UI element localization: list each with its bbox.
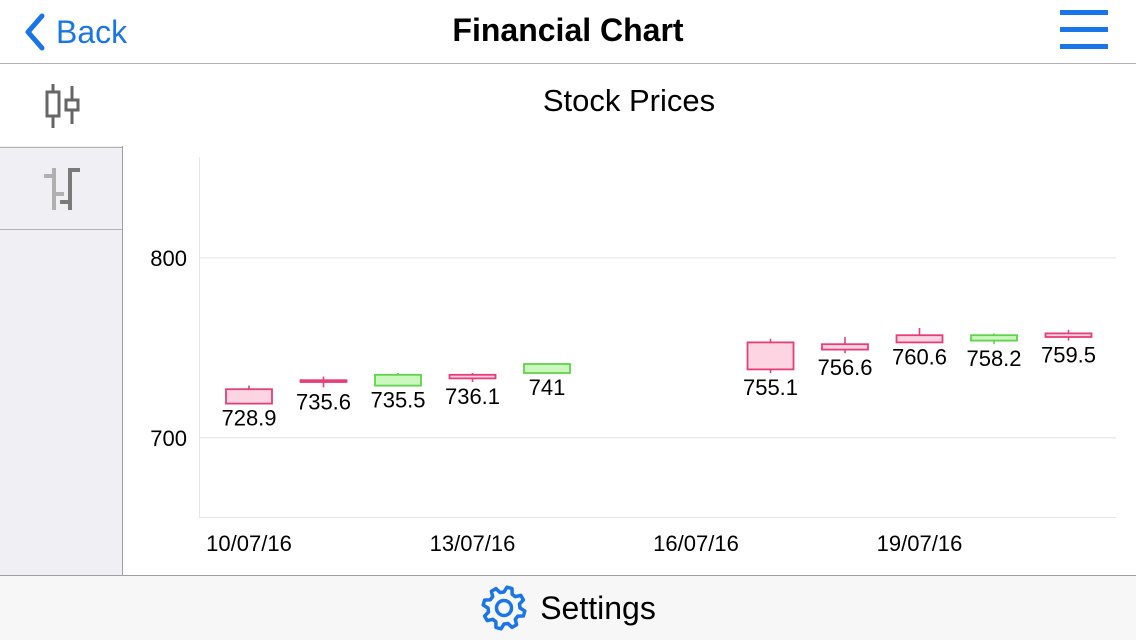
candle[interactable] <box>299 376 348 388</box>
back-label: Back <box>56 13 128 50</box>
candle[interactable] <box>1044 329 1093 341</box>
data-label: 759.5 <box>1041 343 1096 368</box>
menu-icon[interactable] <box>1060 10 1108 50</box>
ohlc-icon <box>44 167 80 210</box>
navigation-bar: Back Financial Chart <box>0 0 1136 64</box>
candle[interactable] <box>746 338 795 373</box>
candle-body <box>374 373 422 387</box>
candle-body <box>523 363 571 374</box>
candle[interactable] <box>448 373 497 382</box>
data-label: 728.9 <box>221 406 276 431</box>
settings-label: Settings <box>540 589 656 626</box>
data-label: 756.6 <box>817 355 872 380</box>
chart-panel: Stock Prices 728.9 735.6 735.5 736.1 741 755.… <box>123 65 1136 575</box>
data-label: 741 <box>529 375 566 400</box>
candle[interactable] <box>374 373 422 387</box>
data-label: 758.2 <box>966 346 1021 371</box>
candle-body <box>1044 332 1093 338</box>
x-tick-label: 19/07/16 <box>877 531 963 556</box>
candle[interactable] <box>523 363 571 374</box>
candle-body <box>448 373 497 380</box>
candle-body <box>299 379 348 383</box>
data-label: 735.6 <box>296 389 351 414</box>
chart-title: Stock Prices <box>543 83 715 118</box>
y-tick-label: 800 <box>150 246 187 271</box>
settings-button[interactable]: Settings <box>480 584 656 632</box>
x-tick-label: 13/07/16 <box>430 531 516 556</box>
chevron-left-icon <box>25 13 45 51</box>
gear-icon <box>481 585 527 631</box>
footer-toolbar: Settings <box>0 575 1136 640</box>
candle[interactable] <box>895 328 944 344</box>
back-button[interactable]: Back <box>24 8 127 56</box>
sidebar <box>0 65 123 575</box>
candlestick-icon <box>45 83 79 128</box>
candle[interactable] <box>225 385 273 405</box>
data-label: 736.1 <box>445 384 500 409</box>
data-label: 760.6 <box>892 344 947 369</box>
candle-body <box>746 341 795 371</box>
candlestick-chart: Stock Prices 728.9 735.6 735.5 736.1 741 755.… <box>150 83 1116 556</box>
candle-body <box>970 334 1018 342</box>
x-tick-label: 10/07/16 <box>206 531 292 556</box>
sidebar-item-candlestick[interactable] <box>0 65 123 146</box>
page-title: Financial Chart <box>452 12 684 48</box>
data-label: 735.5 <box>370 388 425 413</box>
x-tick-label: 16/07/16 <box>653 531 739 556</box>
y-tick-label: 700 <box>150 426 187 451</box>
candle-body <box>895 334 944 344</box>
candle[interactable] <box>821 337 869 354</box>
candle-body <box>821 343 869 351</box>
sidebar-item-ohlc[interactable] <box>0 147 122 230</box>
candle[interactable] <box>970 333 1018 345</box>
data-label: 755.1 <box>743 375 798 400</box>
candle-body <box>225 388 273 405</box>
